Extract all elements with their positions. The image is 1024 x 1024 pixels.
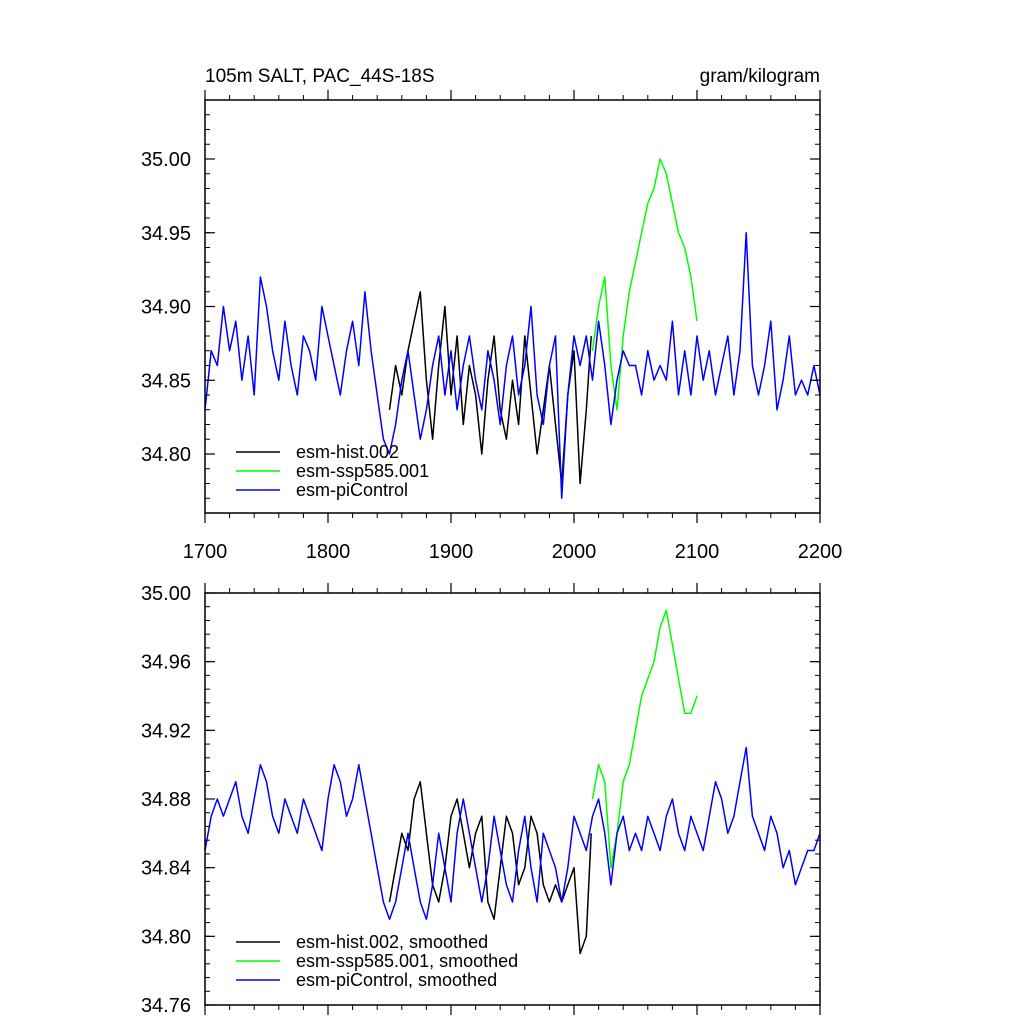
y-tick-label: 35.00 [141,583,191,605]
x-tick-label: 2100 [675,541,720,563]
legend-label: esm-hist.002 [296,442,399,462]
y-tick-label: 35.00 [141,149,191,171]
top-plot-frame [204,99,821,514]
legend-label: esm-piControl, smoothed [296,970,497,990]
bottom-series-group [204,609,821,955]
y-tick-label: 34.90 [141,297,191,319]
y-tick-label: 34.85 [141,370,191,392]
x-tick-label: 1700 [183,541,228,563]
x-tick-label: 1900 [429,541,474,563]
series-line-esm-ssp585-001 [591,158,698,411]
y-tick-label: 34.80 [141,444,191,466]
legend-label: esm-hist.002, smoothed [296,932,488,952]
bottom-axes: 34.76 34.80 34.84 34.88 34.92 34.96 35.00 [141,583,821,1017]
units-label: gram/kilogram [700,66,820,87]
y-tick-label: 34.92 [141,720,191,742]
series-line-esm-ssp585-001-smoothed [591,609,698,869]
legend-label: esm-piControl [296,480,408,500]
series-line-esm-hist-002 [388,291,592,485]
series-line-esm-picontrol [204,231,821,499]
top-series-group [204,158,821,499]
y-tick-label: 34.76 [141,995,191,1017]
x-tick-label: 2000 [552,541,597,563]
top-panel: 105m SALT, PAC_44S-18S gram/kilogram 34.… [141,66,842,563]
top-axes: 34.80 34.85 34.90 34.95 35.00 1700 1800 1900 200… [141,90,842,563]
y-tick-label: 34.88 [141,789,191,811]
bottom-panel: 34.76 34.80 34.84 34.88 34.92 34.96 35.00 esm-… [141,583,821,1017]
y-tick-label: 34.95 [141,223,191,245]
series-line-esm-hist-002-smoothed [388,781,592,955]
y-tick-label: 34.96 [141,652,191,674]
chart-title: 105m SALT, PAC_44S-18S [205,66,435,87]
x-tick-label: 1800 [306,541,351,563]
y-tick-label: 34.84 [141,858,191,880]
legend-label: esm-ssp585.001 [296,461,429,481]
y-tick-label: 34.80 [141,926,191,948]
x-tick-label: 2200 [798,541,843,563]
bottom-plot-frame [204,592,821,1006]
legend-label: esm-ssp585.001, smoothed [296,951,518,971]
series-line-esm-picontrol-smoothed [204,746,821,920]
